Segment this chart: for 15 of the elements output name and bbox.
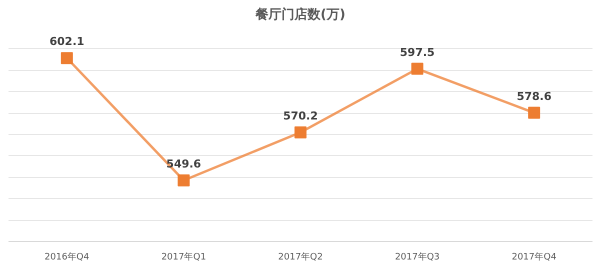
point — [528, 106, 540, 119]
x-tick-label: 2017年Q3 — [394, 252, 440, 262]
data-label: 602.1 — [50, 35, 84, 48]
x-tick-label: 2017年Q4 — [512, 252, 557, 262]
chart-title: 餐厅门店数(万) — [254, 6, 346, 22]
data-label: 597.5 — [400, 46, 435, 59]
data-label: 570.2 — [283, 109, 318, 122]
x-tick-label: 2016年Q4 — [44, 252, 90, 262]
data-label: 578.6 — [516, 90, 552, 103]
point — [178, 174, 190, 186]
point — [411, 62, 424, 75]
x-tick-label: 2017年Q1 — [161, 252, 206, 262]
point — [294, 126, 306, 138]
point — [60, 52, 73, 64]
x-tick-label: 2017年Q2 — [278, 252, 323, 262]
